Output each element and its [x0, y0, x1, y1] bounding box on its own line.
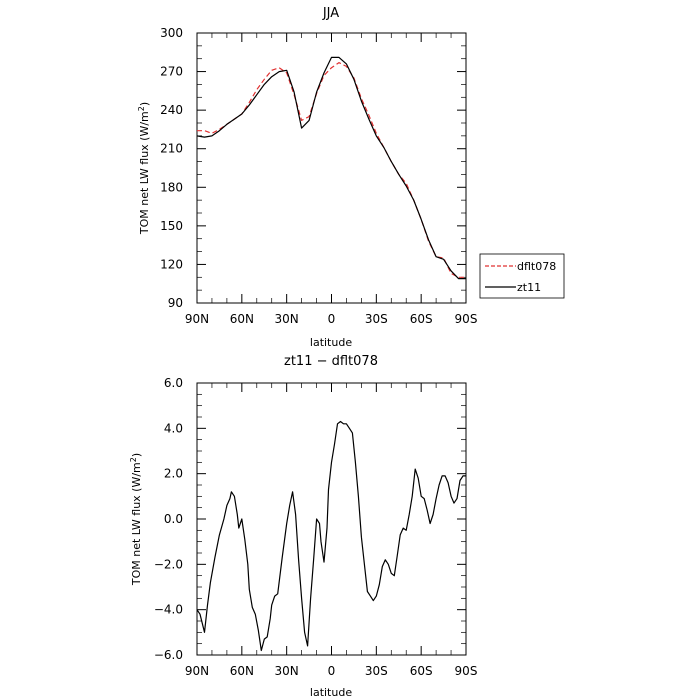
x-tick-label: 30N	[275, 664, 299, 678]
x-tick-label: 30S	[365, 664, 388, 678]
x-tick-label: 60S	[410, 312, 433, 326]
x-tick-label: 90N	[185, 312, 209, 326]
series-line-zt11-dflt078	[196, 420, 466, 652]
y-axis-label-top: TOM net LW flux (W/m2)	[137, 102, 151, 235]
y-axis-label-bottom: TOM net LW flux (W/m2)	[129, 453, 143, 586]
y-tick-label: 120	[160, 257, 183, 271]
x-tick-label: 0	[328, 664, 336, 678]
x-tick-label: 60N	[230, 312, 254, 326]
series-top	[196, 56, 466, 280]
y-tick-label: 4.0	[164, 421, 183, 435]
y-tick-label: 270	[160, 65, 183, 79]
y-tick-label: −2.0	[154, 557, 183, 571]
legend-box	[479, 253, 565, 299]
series-line-dflt078	[197, 61, 466, 278]
chart-title-bottom: zt11 − dflt078	[284, 354, 378, 369]
x-tick-label: 30S	[365, 312, 388, 326]
x-tick-label: 90S	[455, 664, 478, 678]
x-tick-labels-top: 90N 60N 30N 0 30S 60S 90S	[185, 312, 478, 326]
x-tick-label: 0	[328, 312, 336, 326]
x-tick-labels-bottom: 90N 60N 30N 0 30S 60S 90S	[185, 664, 478, 678]
series-bottom	[196, 420, 466, 652]
series-line-zt11	[196, 56, 466, 280]
y-tick-label: 180	[160, 180, 183, 194]
legend-label-zt11: zt11	[517, 281, 541, 294]
y-tick-label: 150	[160, 219, 183, 233]
y-tick-labels-top: 90 120 150 180 210 240 270 300	[160, 26, 183, 310]
y-tick-label: −6.0	[154, 648, 183, 662]
y-tick-label: 90	[168, 296, 183, 310]
x-axis-label-top: latitude	[310, 336, 352, 349]
plot-frame-bottom	[196, 382, 467, 656]
axes-ticks-top	[196, 32, 467, 304]
y-tick-label: 0.0	[164, 512, 183, 526]
legend-label-dflt078: dflt078	[517, 260, 556, 273]
x-axis-label-bottom: latitude	[310, 686, 352, 699]
y-tick-label: 240	[160, 103, 183, 117]
x-tick-label: 60S	[410, 664, 433, 678]
x-tick-label: 90N	[185, 664, 209, 678]
chart-title-top: JJA	[322, 6, 339, 21]
y-tick-label: 6.0	[164, 376, 183, 390]
y-tick-label: 210	[160, 142, 183, 156]
y-tick-labels-bottom: −6.0 −4.0 −2.0 0.0 2.0 4.0 6.0	[154, 376, 183, 662]
x-tick-label: 30N	[275, 312, 299, 326]
y-tick-label: 2.0	[164, 467, 183, 481]
y-tick-label: 300	[160, 26, 183, 40]
x-tick-label: 90S	[455, 312, 478, 326]
y-tick-label: −4.0	[154, 603, 183, 617]
axes-ticks-bottom	[196, 382, 467, 656]
panel-top: JJA 90N 60N 30N 0 30S 60S 90S 90 120 150 180 210 24…	[137, 6, 565, 349]
x-tick-label: 60N	[230, 664, 254, 678]
panel-bottom: zt11 − dflt078 90N 60N 30N 0 30S 60S 90S −6.0−…	[129, 354, 477, 699]
legend: dflt078 zt11	[479, 253, 565, 299]
plot-frame-top	[196, 32, 467, 304]
